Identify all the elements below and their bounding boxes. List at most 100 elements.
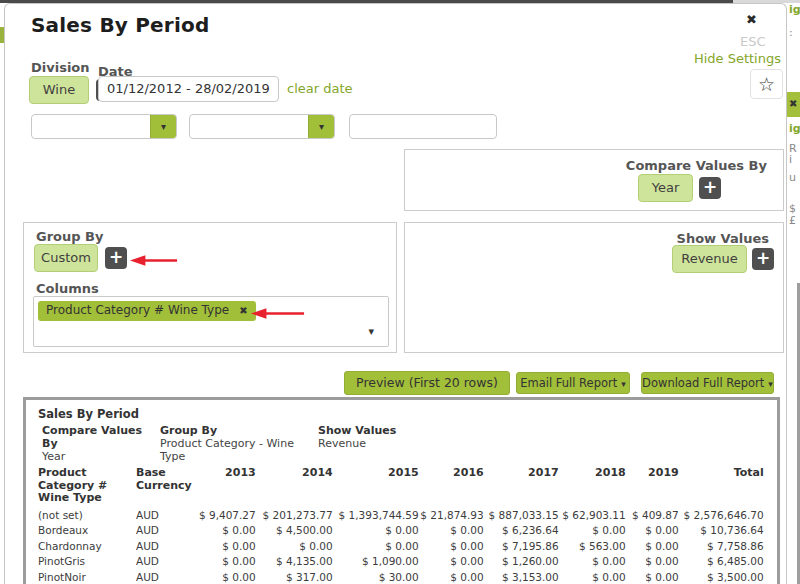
- report-cell: $ 0.00: [419, 523, 484, 539]
- report-cell: $ 2,576,646.70: [679, 508, 764, 524]
- background-text-fragment: :: [789, 26, 800, 39]
- date-range-input[interactable]: 01/12/2012 - 28/02/2019: [98, 76, 279, 102]
- report-cell: $ 317.00: [256, 570, 333, 584]
- report-table-row: (not set)AUD$ 9,407.27$ 201,273.77$ 1,39…: [38, 508, 764, 524]
- division-value-button[interactable]: Wine: [29, 76, 89, 104]
- report-table-row: BordeauxAUD$ 0.00$ 4,500.00$ 0.00$ 0.00$…: [38, 523, 764, 539]
- report-meta-label: Compare Values By: [42, 424, 156, 450]
- report-column-header: Product Category # Wine Type: [38, 467, 136, 508]
- group-by-value-button[interactable]: Custom: [34, 244, 98, 272]
- report-cell: $ 7,195.86: [484, 539, 559, 555]
- report-table-header: Product Category # Wine TypeBase Currenc…: [38, 467, 764, 508]
- background-text-fragment: ig: [789, 122, 800, 135]
- columns-multiselect[interactable]: Product Category # Wine Type✖ ▾: [33, 296, 389, 347]
- report-table: Product Category # Wine TypeBase Currenc…: [38, 467, 764, 584]
- report-column-header: 2015: [333, 467, 419, 508]
- report-meta-item: Group ByProduct Category - Wine Type: [156, 424, 314, 463]
- annotation-arrow-icon: [129, 254, 179, 267]
- add-show-value-button[interactable]: +: [752, 248, 774, 270]
- chevron-down-icon[interactable]: ▾: [150, 115, 176, 138]
- report-column-header: 2018: [559, 467, 626, 508]
- close-icon[interactable]: ✖: [746, 12, 757, 27]
- column-tag[interactable]: Product Category # Wine Type✖: [38, 301, 256, 321]
- report-meta-item: Compare Values ByYear: [38, 424, 156, 463]
- report-cell: $ 0.00: [192, 570, 256, 584]
- filter-dropdown-2[interactable]: ▾: [189, 114, 335, 139]
- chevron-down-icon[interactable]: ▾: [308, 115, 334, 138]
- report-cell: Chardonnay: [38, 539, 136, 555]
- report-cell: $ 21,874.93: [419, 508, 484, 524]
- filter-dropdown-1-value[interactable]: [32, 115, 150, 138]
- star-icon: ☆: [758, 73, 775, 95]
- report-meta-value: Revenue: [318, 437, 396, 450]
- report-cell: $ 0.00: [626, 570, 679, 584]
- hide-settings-link[interactable]: Hide Settings: [694, 51, 781, 66]
- report-cell: $ 30.00: [333, 570, 419, 584]
- report-column-header: 2014: [256, 467, 333, 508]
- report-cell: $ 1,393,744.59: [333, 508, 419, 524]
- report-cell: $ 0.00: [559, 554, 626, 570]
- filter-dropdown-1[interactable]: ▾: [31, 114, 177, 139]
- report-cell: $ 6,236.64: [484, 523, 559, 539]
- report-meta-value: Product Category - Wine Type: [160, 437, 314, 463]
- report-cell: $ 1,090.00: [333, 554, 419, 570]
- report-table-body: (not set)AUD$ 9,407.27$ 201,273.77$ 1,39…: [38, 508, 764, 584]
- show-value-button[interactable]: Revenue: [672, 245, 747, 273]
- filter-dropdown-2-value[interactable]: [190, 115, 308, 138]
- background-text-fragment: £: [789, 214, 800, 227]
- report-cell: $ 0.00: [626, 523, 679, 539]
- show-values-panel: Show Values Revenue +: [404, 222, 784, 353]
- division-label: Division: [31, 60, 90, 75]
- add-group-by-button[interactable]: +: [105, 247, 127, 269]
- remove-tag-icon[interactable]: ✖: [239, 305, 247, 316]
- sales-by-period-modal: Sales By Period ✖ ESC Hide Settings ☆ Di…: [4, 3, 787, 584]
- esc-hint: ESC: [740, 34, 766, 49]
- report-cell: $ 0.00: [192, 554, 256, 570]
- report-cell: $ 201,273.77: [256, 508, 333, 524]
- report-cell: $ 409.87: [626, 508, 679, 524]
- compare-value-button[interactable]: Year: [638, 174, 693, 202]
- report-cell: $ 6,485.00: [679, 554, 764, 570]
- preview-button[interactable]: Preview (First 20 rows): [344, 371, 510, 395]
- report-cell: $ 4,135.00: [256, 554, 333, 570]
- group-by-panel: Group By Custom + Columns Product Catego…: [23, 222, 397, 353]
- download-full-report-button[interactable]: Download Full Report▾: [641, 372, 774, 394]
- report-meta-item: Show ValuesRevenue: [314, 424, 396, 463]
- report-cell: $ 887,033.15: [484, 508, 559, 524]
- report-meta-label: Show Values: [318, 424, 396, 437]
- group-by-label: Group By: [36, 229, 103, 244]
- caret-down-icon: ▾: [768, 379, 773, 389]
- page-title: Sales By Period: [31, 13, 209, 37]
- report-table-row: ChardonnayAUD$ 0.00$ 0.00$ 0.00$ 0.00$ 7…: [38, 539, 764, 555]
- report-cell: $ 0.00: [559, 570, 626, 584]
- report-cell: $ 0.00: [419, 554, 484, 570]
- plus-icon: +: [703, 177, 717, 197]
- report-meta-label: Group By: [160, 424, 314, 437]
- plus-icon: +: [756, 248, 770, 268]
- report-cell: $ 0.00: [419, 539, 484, 555]
- chevron-down-icon[interactable]: ▾: [368, 325, 374, 338]
- favorite-button[interactable]: ☆: [750, 69, 783, 99]
- report-cell: $ 563.00: [559, 539, 626, 555]
- columns-label: Columns: [36, 281, 99, 296]
- report-cell: $ 0.00: [626, 554, 679, 570]
- report-cell: AUD: [136, 554, 192, 570]
- report-cell: $ 10,736.64: [679, 523, 764, 539]
- clear-date-link[interactable]: clear date: [287, 81, 353, 96]
- report-table-row: PinotGrisAUD$ 0.00$ 4,135.00$ 1,090.00$ …: [38, 554, 764, 570]
- report-cell: $ 1,260.00: [484, 554, 559, 570]
- compare-values-by-label: Compare Values By: [626, 158, 767, 173]
- report-cell: $ 0.00: [192, 523, 256, 539]
- report-cell: $ 0.00: [333, 539, 419, 555]
- email-full-report-button[interactable]: Email Full Report▾: [516, 372, 630, 394]
- report-meta-value: Year: [42, 450, 156, 463]
- filter-text-input[interactable]: [349, 114, 497, 139]
- add-compare-value-button[interactable]: +: [699, 177, 721, 199]
- compare-values-by-panel: Compare Values By Year +: [404, 149, 784, 211]
- email-button-label: Email Full Report: [520, 376, 617, 390]
- report-cell: $ 9,407.27: [192, 508, 256, 524]
- report-preview-pane: Sales By Period Compare Values ByYearGro…: [23, 397, 780, 584]
- report-title: Sales By Period: [38, 407, 767, 421]
- report-cell: $ 3,153.00: [484, 570, 559, 584]
- report-cell: $ 0.00: [559, 523, 626, 539]
